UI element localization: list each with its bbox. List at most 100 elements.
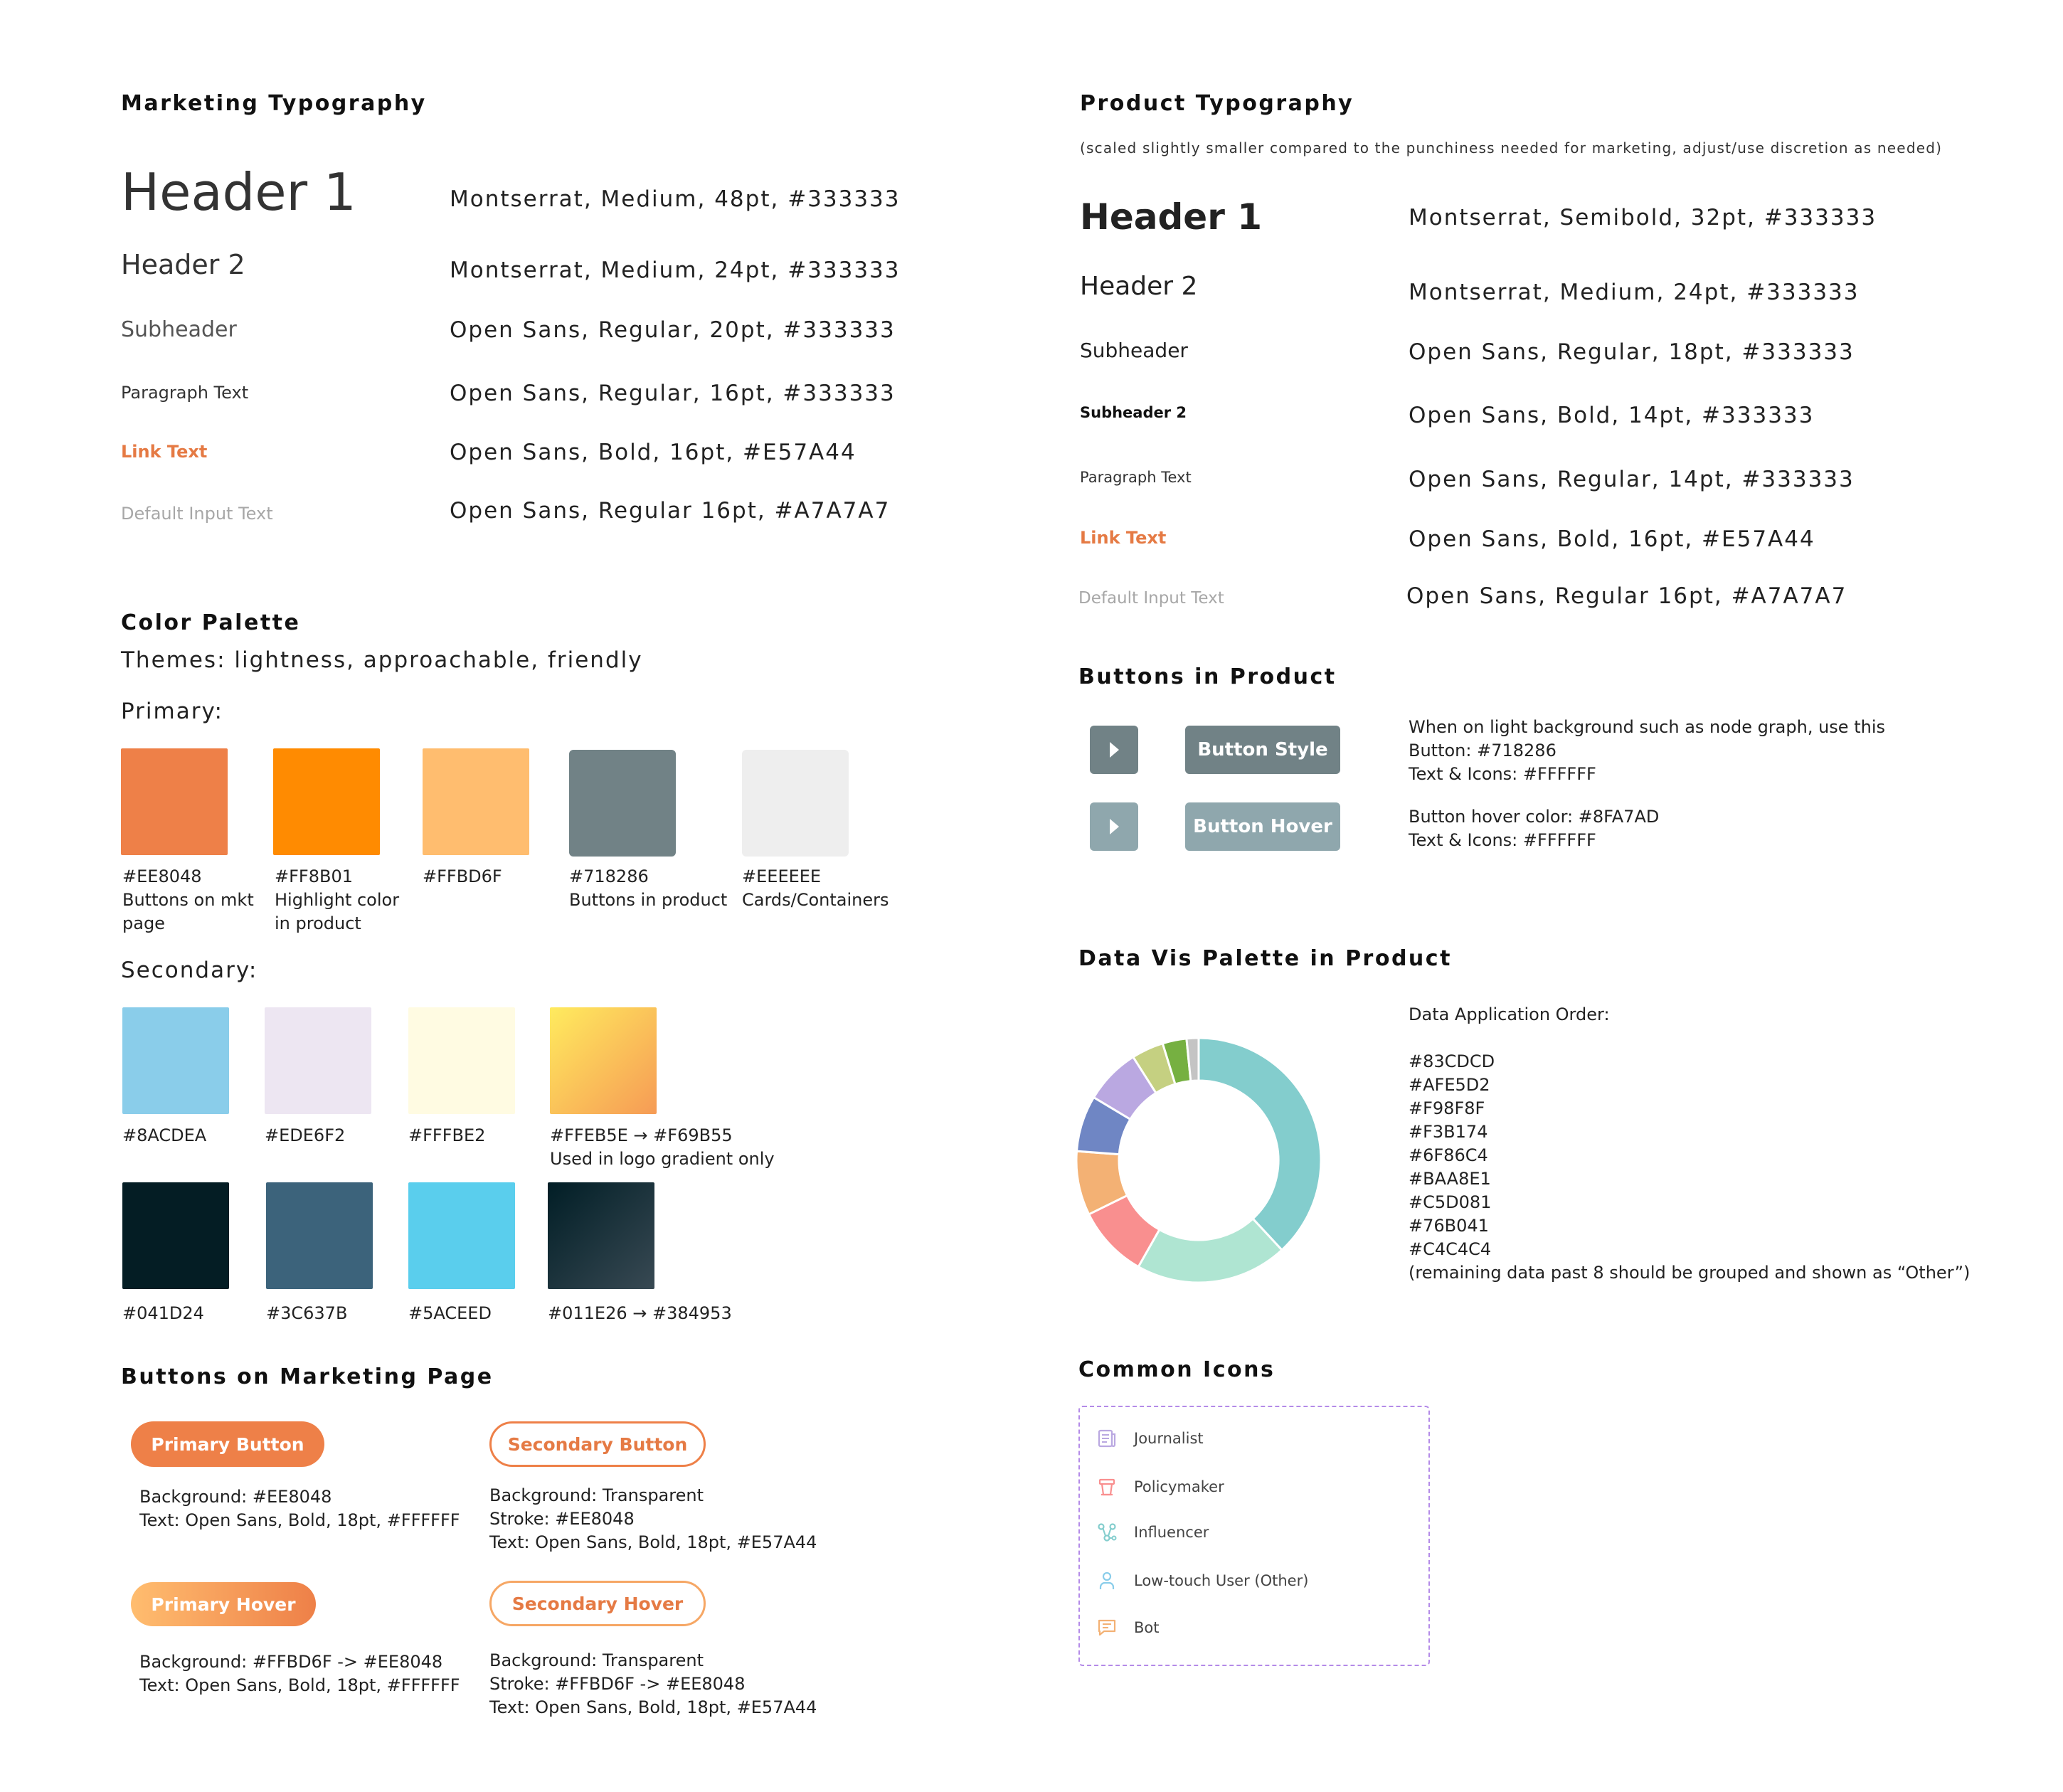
swatch-5aceed [408, 1182, 515, 1289]
swatch-fffbe2 [408, 1007, 515, 1114]
mkt-input-spec: Open Sans, Regular 16pt, #A7A7A7 [450, 498, 891, 524]
mkt-header1-sample: Header 1 [121, 162, 356, 222]
donut-slice-afe5d2 [1137, 1216, 1284, 1284]
icon-row-journalist: Journalist [1096, 1427, 1204, 1450]
product-typography-title: Product Typography [1080, 91, 1354, 116]
prod-input-spec: Open Sans, Regular 16pt, #A7A7A7 [1406, 583, 1847, 609]
icon-row-low-touch-user: Low-touch User (Other) [1096, 1569, 1308, 1592]
common-icons-title: Common Icons [1078, 1357, 1276, 1382]
mkt-header2-sample: Header 2 [121, 249, 245, 280]
icon-label-influencer: Influencer [1134, 1524, 1209, 1541]
play-icon-button[interactable] [1090, 726, 1138, 774]
swatch-label-fffbe2: #FFFBE2 [408, 1125, 486, 1145]
secondary-label: Secondary: [121, 958, 258, 983]
swatch-ff8b01 [273, 748, 380, 855]
prod-link-spec: Open Sans, Bold, 16pt, #E57A44 [1409, 526, 1815, 552]
play-icon [1110, 819, 1119, 834]
icon-row-policymaker: Policymaker [1096, 1475, 1224, 1498]
mkt-paragraph-spec: Open Sans, Regular, 16pt, #333333 [450, 381, 896, 406]
marketing-buttons-title: Buttons on Marketing Page [121, 1364, 494, 1389]
prod-input-sample: Default Input Text [1078, 589, 1224, 608]
swatch-logo-gradient [550, 1007, 657, 1114]
mkt-subheader-sample: Subheader [121, 317, 237, 342]
primary-button[interactable]: Primary Button [131, 1421, 324, 1467]
product-buttons-title: Buttons in Product [1078, 664, 1337, 689]
icon-row-influencer: Influencer [1096, 1521, 1209, 1544]
data-vis-title: Data Vis Palette in Product [1078, 946, 1452, 971]
chat-icon [1098, 1619, 1116, 1636]
prod-header2-sample: Header 2 [1080, 272, 1198, 301]
secondary-hover-button[interactable]: Secondary Hover [489, 1581, 706, 1626]
primary-label: Primary: [121, 699, 223, 724]
swatch-ffbd6f [423, 748, 529, 855]
swatch-3c637b [266, 1182, 373, 1289]
marketing-typography-title: Marketing Typography [121, 91, 427, 116]
secondary-hover-desc: Background: Transparent Stroke: #FFBD6F … [489, 1650, 817, 1717]
data-vis-order: Data Application Order: #83CDCD #AFE5D2 … [1409, 1004, 1971, 1283]
swatch-718286 [569, 750, 676, 857]
swatch-label-718286: #718286 Buttons in product [569, 866, 728, 910]
mkt-paragraph-sample: Paragraph Text [121, 383, 249, 403]
swatch-label-041d24: #041D24 [122, 1303, 204, 1323]
swatch-label-logo-gradient: #FFEB5E → #F69B55 Used in logo gradient … [550, 1125, 775, 1169]
swatch-label-dark-gradient: #011E26 → #384953 [548, 1303, 732, 1323]
swatch-dark-gradient [548, 1182, 654, 1289]
secondary-button-desc: Background: Transparent Stroke: #EE8048 … [489, 1485, 817, 1552]
donut-chart [1075, 1037, 1322, 1284]
prod-link-sample[interactable]: Link Text [1080, 528, 1167, 548]
prod-paragraph-spec: Open Sans, Regular, 14pt, #333333 [1409, 467, 1855, 492]
swatch-label-ede6f2: #EDE6F2 [265, 1125, 346, 1145]
swatch-eeeeee [742, 750, 849, 857]
swatch-041d24 [122, 1182, 229, 1289]
button-hover-desc: Button hover color: #8FA7AD Text & Icons… [1409, 807, 1660, 850]
play-icon-button-hover[interactable] [1090, 802, 1138, 851]
swatch-label-8acdea: #8ACDEA [122, 1125, 207, 1145]
primary-button-desc: Background: #EE8048 Text: Open Sans, Bol… [139, 1487, 460, 1530]
primary-hover-desc: Background: #FFBD6F -> #EE8048 Text: Ope… [139, 1652, 460, 1695]
icon-label-policymaker: Policymaker [1134, 1478, 1224, 1495]
button-hover[interactable]: Button Hover [1185, 802, 1340, 851]
user-icon [1099, 1571, 1115, 1589]
button-style[interactable]: Button Style [1185, 726, 1340, 774]
swatch-8acdea [122, 1007, 229, 1114]
play-icon [1110, 742, 1119, 758]
mkt-link-spec: Open Sans, Bold, 16pt, #E57A44 [450, 440, 857, 465]
color-palette-title: Color Palette [121, 610, 301, 635]
icons-container [1078, 1406, 1430, 1666]
swatch-ede6f2 [265, 1007, 371, 1114]
icon-label-bot: Bot [1134, 1619, 1160, 1636]
swatch-label-5aceed: #5ACEED [408, 1303, 492, 1323]
mkt-input-sample: Default Input Text [121, 504, 273, 524]
mkt-subheader-spec: Open Sans, Regular, 20pt, #333333 [450, 317, 896, 343]
swatch-label-eeeeee: #EEEEEE Cards/Containers [742, 866, 889, 910]
product-typography-note: (scaled slightly smaller compared to the… [1080, 139, 1943, 157]
mkt-header2-spec: Montserrat, Medium, 24pt, #333333 [450, 258, 901, 283]
prod-subheader-sample: Subheader [1080, 339, 1188, 362]
swatch-ee8048 [121, 748, 228, 855]
donut-slice-c4c4c4 [1185, 1037, 1200, 1083]
prod-header2-spec: Montserrat, Medium, 24pt, #333333 [1409, 280, 1860, 305]
swatch-label-ff8b01: #FF8B01 Highlight color in product [275, 866, 400, 933]
prod-paragraph-sample: Paragraph Text [1080, 469, 1192, 486]
network-icon [1098, 1523, 1117, 1542]
newspaper-icon [1098, 1429, 1116, 1448]
button-style-desc: When on light background such as node gr… [1409, 717, 1885, 784]
prod-subheader-spec: Open Sans, Regular, 18pt, #333333 [1409, 339, 1855, 365]
icon-row-bot: Bot [1096, 1616, 1160, 1639]
icon-label-journalist: Journalist [1134, 1430, 1204, 1447]
prod-subheader2-sample: Subheader 2 [1080, 404, 1187, 421]
color-palette-themes: Themes: lightness, approachable, friendl… [121, 647, 643, 673]
prod-subheader2-spec: Open Sans, Bold, 14pt, #333333 [1409, 403, 1815, 428]
primary-hover-button[interactable]: Primary Hover [131, 1582, 316, 1626]
swatch-label-ffbd6f: #FFBD6F [423, 866, 502, 886]
podium-icon [1098, 1478, 1115, 1496]
donut-slice-83cdcd [1197, 1037, 1322, 1252]
icon-label-low-touch-user: Low-touch User (Other) [1134, 1572, 1309, 1589]
prod-header1-sample: Header 1 [1080, 196, 1263, 238]
mkt-header1-spec: Montserrat, Medium, 48pt, #333333 [450, 186, 901, 212]
swatch-label-ee8048: #EE8048 Buttons on mkt page [122, 866, 254, 933]
prod-header1-spec: Montserrat, Semibold, 32pt, #333333 [1409, 205, 1877, 230]
secondary-button[interactable]: Secondary Button [489, 1421, 706, 1467]
mkt-link-sample[interactable]: Link Text [121, 442, 208, 462]
swatch-label-3c637b: #3C637B [266, 1303, 348, 1323]
